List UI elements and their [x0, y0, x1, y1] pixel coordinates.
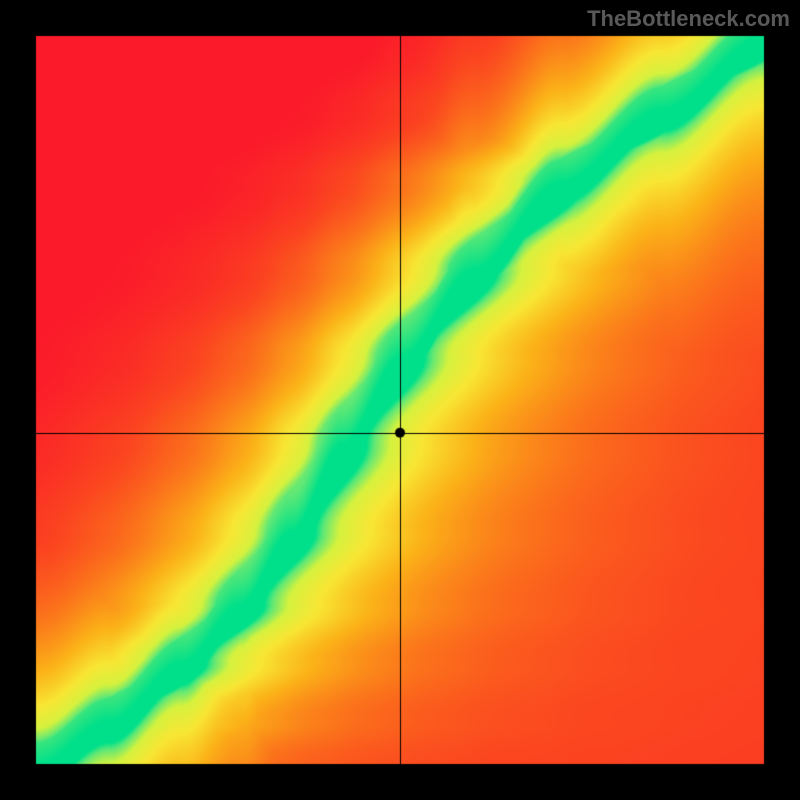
chart-container: TheBottleneck.com: [0, 0, 800, 800]
bottleneck-heatmap-canvas: [0, 0, 800, 800]
watermark-text: TheBottleneck.com: [587, 6, 790, 32]
